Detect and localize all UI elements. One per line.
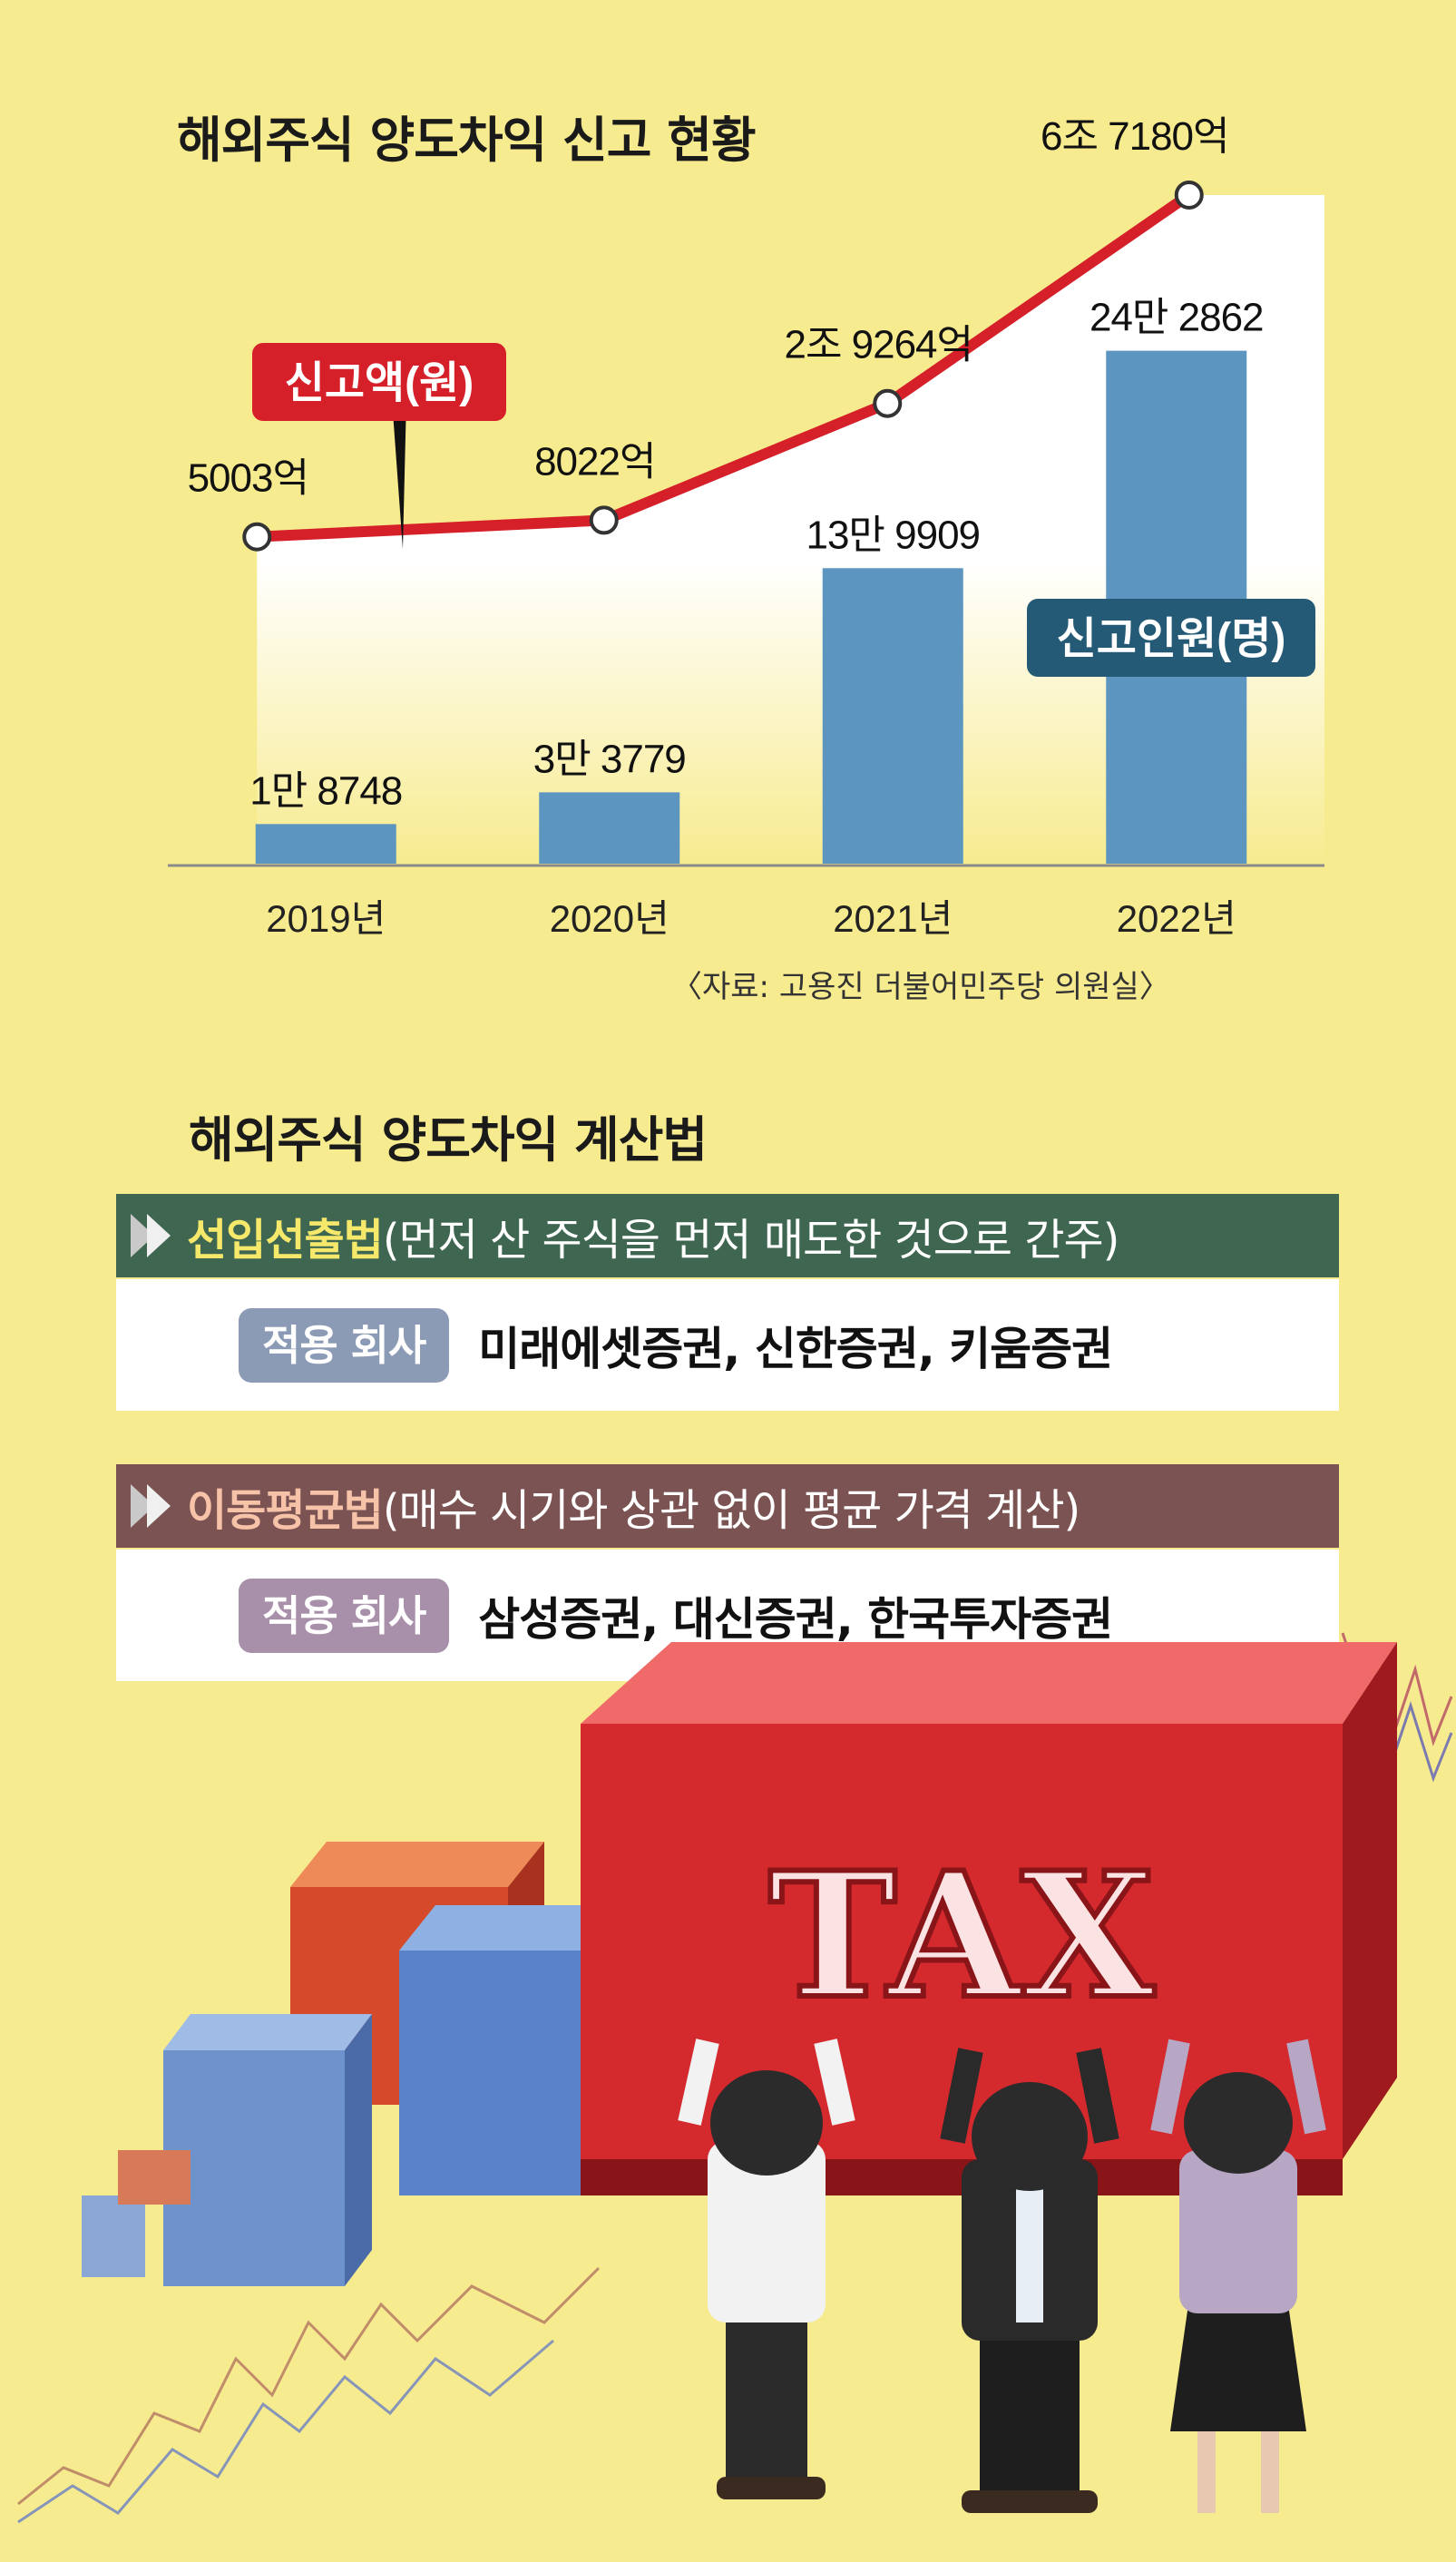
line-data-label: 5003억	[188, 456, 308, 501]
method-fifo-name: 선입선출법	[187, 1215, 384, 1266]
legend-amount-box	[252, 343, 506, 421]
line-point	[1174, 180, 1204, 210]
legend-pointer	[392, 399, 406, 549]
tax-box: TAX	[581, 1642, 1397, 2195]
method-fifo-pill: 적용 회사	[239, 1307, 450, 1383]
bar-data-label: 3만 3779	[533, 737, 686, 781]
chart: 1만 8748 3만 3779 13만 9909 24만 2862 5003억 8022억…	[168, 114, 1324, 940]
methods-title: 해외주식 양도차익 계산법	[189, 1111, 708, 1169]
line-data-label: 2조 9264억	[784, 323, 972, 367]
method-fifo-body: 적용 회사 미래에셋증권, 신한증권, 키움증권	[116, 1279, 1339, 1411]
chart-title: 해외주식 양도차익 신고 현황	[177, 112, 757, 169]
bar	[822, 568, 963, 864]
bar	[255, 824, 396, 864]
x-tick-label: 2019년	[266, 897, 386, 940]
method-fifo-header: 선입선출법 (먼저 산 주식을 먼저 매도한 것으로 간주)	[116, 1194, 1339, 1277]
line-data-label: 8022억	[534, 439, 655, 484]
arrow-marker-icon	[131, 1214, 171, 1257]
plot-area	[257, 194, 1324, 864]
method-avg-companies: 삼성증권, 대신증권, 한국투자증권	[478, 1592, 1113, 1646]
x-tick-label: 2022년	[1117, 897, 1236, 940]
bar	[539, 792, 680, 864]
bar-data-label: 1만 8748	[249, 768, 402, 813]
method-fifo-companies: 미래에셋증권, 신한증권, 키움증권	[478, 1322, 1113, 1375]
arrow-marker-icon	[131, 1484, 171, 1528]
legend-people-label: 신고인원(명)	[1057, 615, 1286, 663]
legend-people-box	[1027, 599, 1315, 677]
tax-illustration: TAX	[17, 1632, 1453, 2524]
method-avg-pill: 적용 회사	[239, 1578, 450, 1653]
x-tick-label: 2020년	[550, 897, 669, 940]
method-avg-desc: (매수 시기와 상관 없이 평균 가격 계산)	[382, 1485, 1080, 1536]
method-fifo-desc: (먼저 산 주식을 먼저 매도한 것으로 간주)	[382, 1215, 1120, 1266]
method-avg-name: 이동평균법	[187, 1485, 384, 1536]
method-avg-header: 이동평균법 (매수 시기와 상관 없이 평균 가격 계산)	[116, 1464, 1339, 1548]
chart-source: 〈자료: 고용진 더불어민주당 의원실〉	[671, 969, 1170, 1005]
line-data-label: 6조 7180억	[1041, 114, 1229, 159]
line-point	[242, 522, 272, 552]
x-tick-label: 2021년	[833, 897, 953, 940]
line-point	[589, 505, 619, 535]
bar-data-label: 13만 9909	[806, 513, 980, 557]
bar-data-label: 24만 2862	[1090, 296, 1264, 340]
legend-amount-label: 신고액(원)	[285, 359, 474, 407]
step-blocks	[82, 1842, 671, 2286]
ant-workers	[678, 2039, 1326, 2513]
amount-line	[256, 191, 1193, 543]
line-point	[873, 388, 903, 418]
tax-box-text: TAX	[768, 1834, 1155, 2037]
